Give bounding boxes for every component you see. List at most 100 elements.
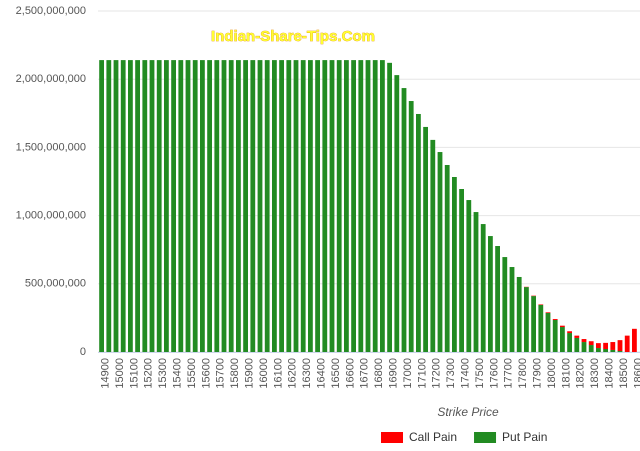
bar: [228, 60, 234, 352]
x-tick-label: 17300: [445, 358, 457, 389]
bar: [164, 60, 169, 352]
bar: [149, 60, 155, 352]
bar: [560, 327, 565, 352]
x-tick-label: 17100: [416, 358, 428, 389]
bar: [610, 349, 616, 352]
bar: [142, 60, 148, 352]
bar: [538, 304, 544, 352]
bar: [416, 113, 421, 353]
bar: [308, 60, 313, 352]
bar: [178, 60, 184, 352]
x-tick-label: 16900: [388, 358, 400, 389]
bar: [603, 342, 608, 349]
bar: [509, 267, 515, 352]
y-tick-label: 2,500,000,000: [16, 5, 86, 17]
bar: [250, 60, 256, 352]
x-tick-label: 18600: [632, 358, 640, 389]
bar: [387, 62, 392, 352]
bar: [286, 60, 292, 352]
legend-label: Call Pain: [409, 430, 457, 444]
x-tick-label: 15100: [128, 358, 140, 389]
x-tick-label: 18500: [618, 358, 630, 389]
bar: [574, 337, 580, 352]
bar: [480, 224, 486, 352]
bar: [617, 351, 623, 352]
x-tick-label: 17700: [503, 358, 515, 389]
bar: [293, 60, 299, 352]
bar: [358, 60, 364, 352]
bar: [99, 60, 104, 352]
bar: [466, 200, 472, 352]
x-tick-label: 18100: [560, 358, 572, 389]
bar: [192, 60, 198, 352]
bar: [221, 60, 227, 352]
legend-label: Put Pain: [502, 430, 547, 444]
bar: [560, 325, 565, 328]
bar: [545, 312, 551, 313]
bar: [200, 60, 205, 352]
bar: [524, 287, 529, 352]
bar: [156, 60, 162, 352]
bar: [502, 257, 508, 352]
x-tick-label: 16300: [301, 358, 313, 389]
bar: [437, 152, 443, 352]
bar: [495, 246, 500, 352]
bar: [632, 328, 637, 352]
x-tick-label: 17800: [517, 358, 529, 389]
bar: [596, 343, 601, 349]
x-tick-label: 15000: [114, 358, 126, 389]
bar: [567, 331, 572, 334]
bar: [322, 60, 328, 352]
bar: [243, 60, 248, 352]
bar: [185, 60, 191, 352]
bar: [236, 60, 241, 352]
x-tick-label: 16800: [373, 358, 385, 389]
x-tick-label: 18200: [575, 358, 587, 389]
x-tick-label: 17900: [532, 358, 544, 389]
bar: [214, 60, 220, 352]
bar: [516, 276, 522, 352]
bar: [336, 60, 342, 352]
bar: [610, 342, 616, 350]
bar: [538, 304, 544, 305]
x-tick-label: 16100: [272, 358, 284, 389]
x-tick-label: 15300: [157, 358, 169, 389]
bar: [567, 333, 572, 352]
y-tick-label: 1,500,000,000: [16, 141, 86, 153]
bar: [106, 60, 112, 352]
bar: [128, 60, 133, 352]
bar: [351, 60, 356, 352]
bar: [279, 60, 284, 352]
x-tick-label: 15600: [200, 358, 212, 389]
bar: [488, 236, 493, 352]
bar: [264, 60, 270, 352]
x-tick-label: 16200: [287, 358, 299, 389]
bar: [444, 164, 450, 352]
bar: [344, 60, 349, 352]
x-tick-label: 15900: [244, 358, 256, 389]
x-tick-label: 17600: [488, 358, 500, 389]
bar: [113, 60, 119, 352]
bar: [617, 340, 623, 352]
bar: [531, 296, 536, 352]
legend-swatch: [381, 432, 403, 443]
bar: [588, 341, 594, 346]
bar: [545, 312, 551, 352]
y-tick-label: 500,000,000: [25, 278, 86, 290]
x-tick-label: 16400: [316, 358, 328, 389]
x-tick-label: 16700: [359, 358, 371, 389]
x-tick-label: 18000: [546, 358, 558, 389]
bar: [120, 60, 126, 352]
bar: [459, 189, 464, 352]
bar: [588, 345, 594, 352]
bar: [596, 348, 601, 352]
x-tick-label: 16600: [344, 358, 356, 389]
bar: [452, 176, 457, 352]
x-tick-label: 18300: [589, 358, 601, 389]
bar: [581, 342, 587, 352]
bar: [257, 60, 263, 352]
bar: [329, 60, 335, 352]
bar: [552, 319, 558, 352]
bar: [135, 60, 140, 352]
